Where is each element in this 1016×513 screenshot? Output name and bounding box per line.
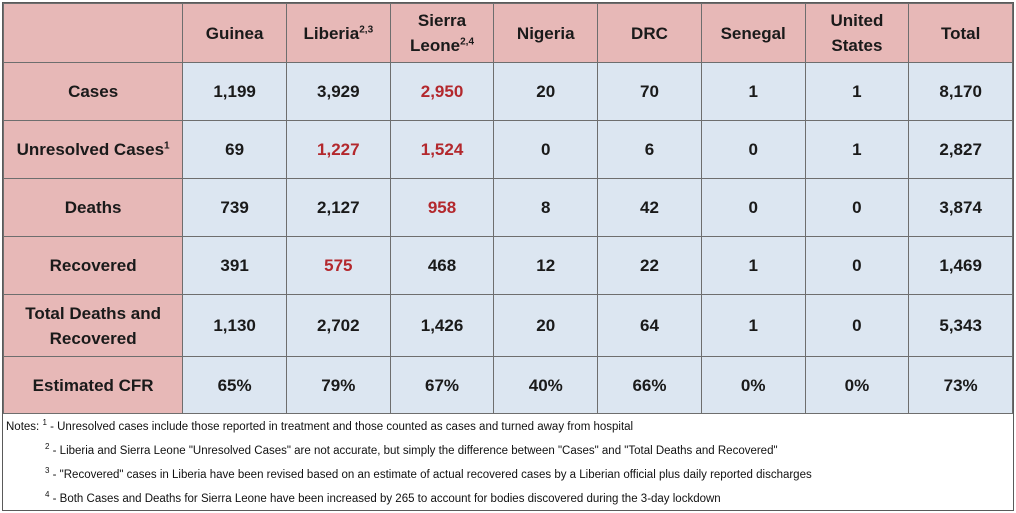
row-cases: Cases 1,199 3,929 2,950 20 70 1 1 8,170 <box>2 62 1013 121</box>
cell-cfr-senegal: 0% <box>700 356 806 414</box>
col-header-guinea: Guinea <box>182 3 287 63</box>
cell-unresolved-guinea: 69 <box>182 120 287 179</box>
cell-deaths-drc: 42 <box>597 178 702 237</box>
row-label-deaths: Deaths <box>2 178 184 237</box>
cell-deaths-senegal: 0 <box>700 178 806 237</box>
cell-cases-sierra-leone: 2,950 <box>389 62 495 121</box>
cell-cfr-drc: 66% <box>597 356 702 414</box>
cell-deaths-nigeria: 8 <box>493 178 599 237</box>
col-header-sierra-leone: Sierra Leone2,4 <box>389 3 495 63</box>
cell-deaths-sierra-leone: 958 <box>389 178 495 237</box>
cell-total-dr-sierra-leone: 1,426 <box>389 294 495 357</box>
cell-cfr-total: 73% <box>908 356 1013 414</box>
cell-deaths-guinea: 739 <box>182 178 287 237</box>
cell-total-dr-nigeria: 20 <box>493 294 599 357</box>
cell-unresolved-liberia: 1,227 <box>285 120 391 179</box>
footnotes-prefix: Notes: <box>6 421 40 433</box>
cell-recovered-guinea: 391 <box>182 236 287 295</box>
ebola-summary-table: Guinea Liberia2,3 Sierra Leone2,4 Nigeri… <box>2 3 1013 414</box>
cell-total-dr-drc: 64 <box>597 294 702 357</box>
cell-deaths-united-states: 0 <box>804 178 910 237</box>
row-estimated-cfr: Estimated CFR 65% 79% 67% 40% 66% 0% 0% … <box>2 356 1013 414</box>
cell-recovered-drc: 22 <box>597 236 702 295</box>
cell-unresolved-united-states: 1 <box>804 120 910 179</box>
cell-cfr-sierra-leone: 67% <box>389 356 495 414</box>
cell-total-dr-total: 5,343 <box>908 294 1013 357</box>
cell-recovered-united-states: 0 <box>804 236 910 295</box>
cell-unresolved-total: 2,827 <box>908 120 1013 179</box>
col-header-drc: DRC <box>597 3 702 63</box>
col-header-nigeria: Nigeria <box>493 3 599 63</box>
cell-cases-guinea: 1,199 <box>182 62 287 121</box>
cell-deaths-total: 3,874 <box>908 178 1013 237</box>
col-header-liberia-footnote: 2,3 <box>359 23 374 35</box>
cell-unresolved-senegal: 0 <box>700 120 806 179</box>
row-unresolved-cases: Unresolved Cases1 69 1,227 1,524 0 6 0 1… <box>2 120 1013 179</box>
row-label-unresolved-cases: Unresolved Cases1 <box>2 120 184 179</box>
cell-cfr-united-states: 0% <box>804 356 910 414</box>
row-recovered: Recovered 391 575 468 12 22 1 0 1,469 <box>2 236 1013 295</box>
cell-total-dr-united-states: 0 <box>804 294 910 357</box>
cell-cases-nigeria: 20 <box>493 62 599 121</box>
cell-cases-total: 8,170 <box>908 62 1013 121</box>
cell-cfr-nigeria: 40% <box>493 356 599 414</box>
cell-recovered-sierra-leone: 468 <box>389 236 495 295</box>
footnote-4: 4 - Both Cases and Deaths for Sierra Leo… <box>45 490 721 505</box>
cell-recovered-liberia: 575 <box>285 236 391 295</box>
footnote-2: 2 - Liberia and Sierra Leone "Unresolved… <box>45 442 778 457</box>
cell-recovered-nigeria: 12 <box>493 236 599 295</box>
row-deaths: Deaths 739 2,127 958 8 42 0 0 3,874 <box>2 178 1013 237</box>
cell-total-dr-senegal: 1 <box>700 294 806 357</box>
cell-total-dr-liberia: 2,702 <box>285 294 391 357</box>
col-header-senegal: Senegal <box>700 3 806 63</box>
cell-recovered-total: 1,469 <box>908 236 1013 295</box>
cell-cfr-guinea: 65% <box>182 356 287 414</box>
cell-total-dr-guinea: 1,130 <box>182 294 287 357</box>
corner-cell <box>2 3 184 63</box>
row-label-cases: Cases <box>2 62 184 121</box>
col-header-united-states: United States <box>804 3 910 63</box>
cell-cfr-liberia: 79% <box>285 356 391 414</box>
cell-cases-liberia: 3,929 <box>285 62 391 121</box>
header-row: Guinea Liberia2,3 Sierra Leone2,4 Nigeri… <box>2 3 1013 63</box>
row-label-unresolved-footnote: 1 <box>164 140 170 152</box>
col-header-sierra-leone-footnote: 2,4 <box>460 36 475 48</box>
footnote-1: Notes: 1 - Unresolved cases include thos… <box>6 418 634 433</box>
cell-recovered-senegal: 1 <box>700 236 806 295</box>
row-label-recovered: Recovered <box>2 236 184 295</box>
cell-cases-drc: 70 <box>597 62 702 121</box>
cell-unresolved-nigeria: 0 <box>493 120 599 179</box>
col-header-total: Total <box>908 3 1013 63</box>
footnote-3: 3 - "Recovered" cases in Liberia have be… <box>45 466 812 481</box>
cell-cases-united-states: 1 <box>804 62 910 121</box>
cell-deaths-liberia: 2,127 <box>285 178 391 237</box>
cell-unresolved-drc: 6 <box>597 120 702 179</box>
row-total-deaths-and-recovered: Total Deaths and Recovered 1,130 2,702 1… <box>2 294 1013 357</box>
col-header-liberia: Liberia2,3 <box>285 3 391 63</box>
row-label-estimated-cfr: Estimated CFR <box>2 356 184 414</box>
cell-unresolved-sierra-leone: 1,524 <box>389 120 495 179</box>
cell-cases-senegal: 1 <box>700 62 806 121</box>
row-label-total-deaths-and-recovered: Total Deaths and Recovered <box>2 294 184 357</box>
